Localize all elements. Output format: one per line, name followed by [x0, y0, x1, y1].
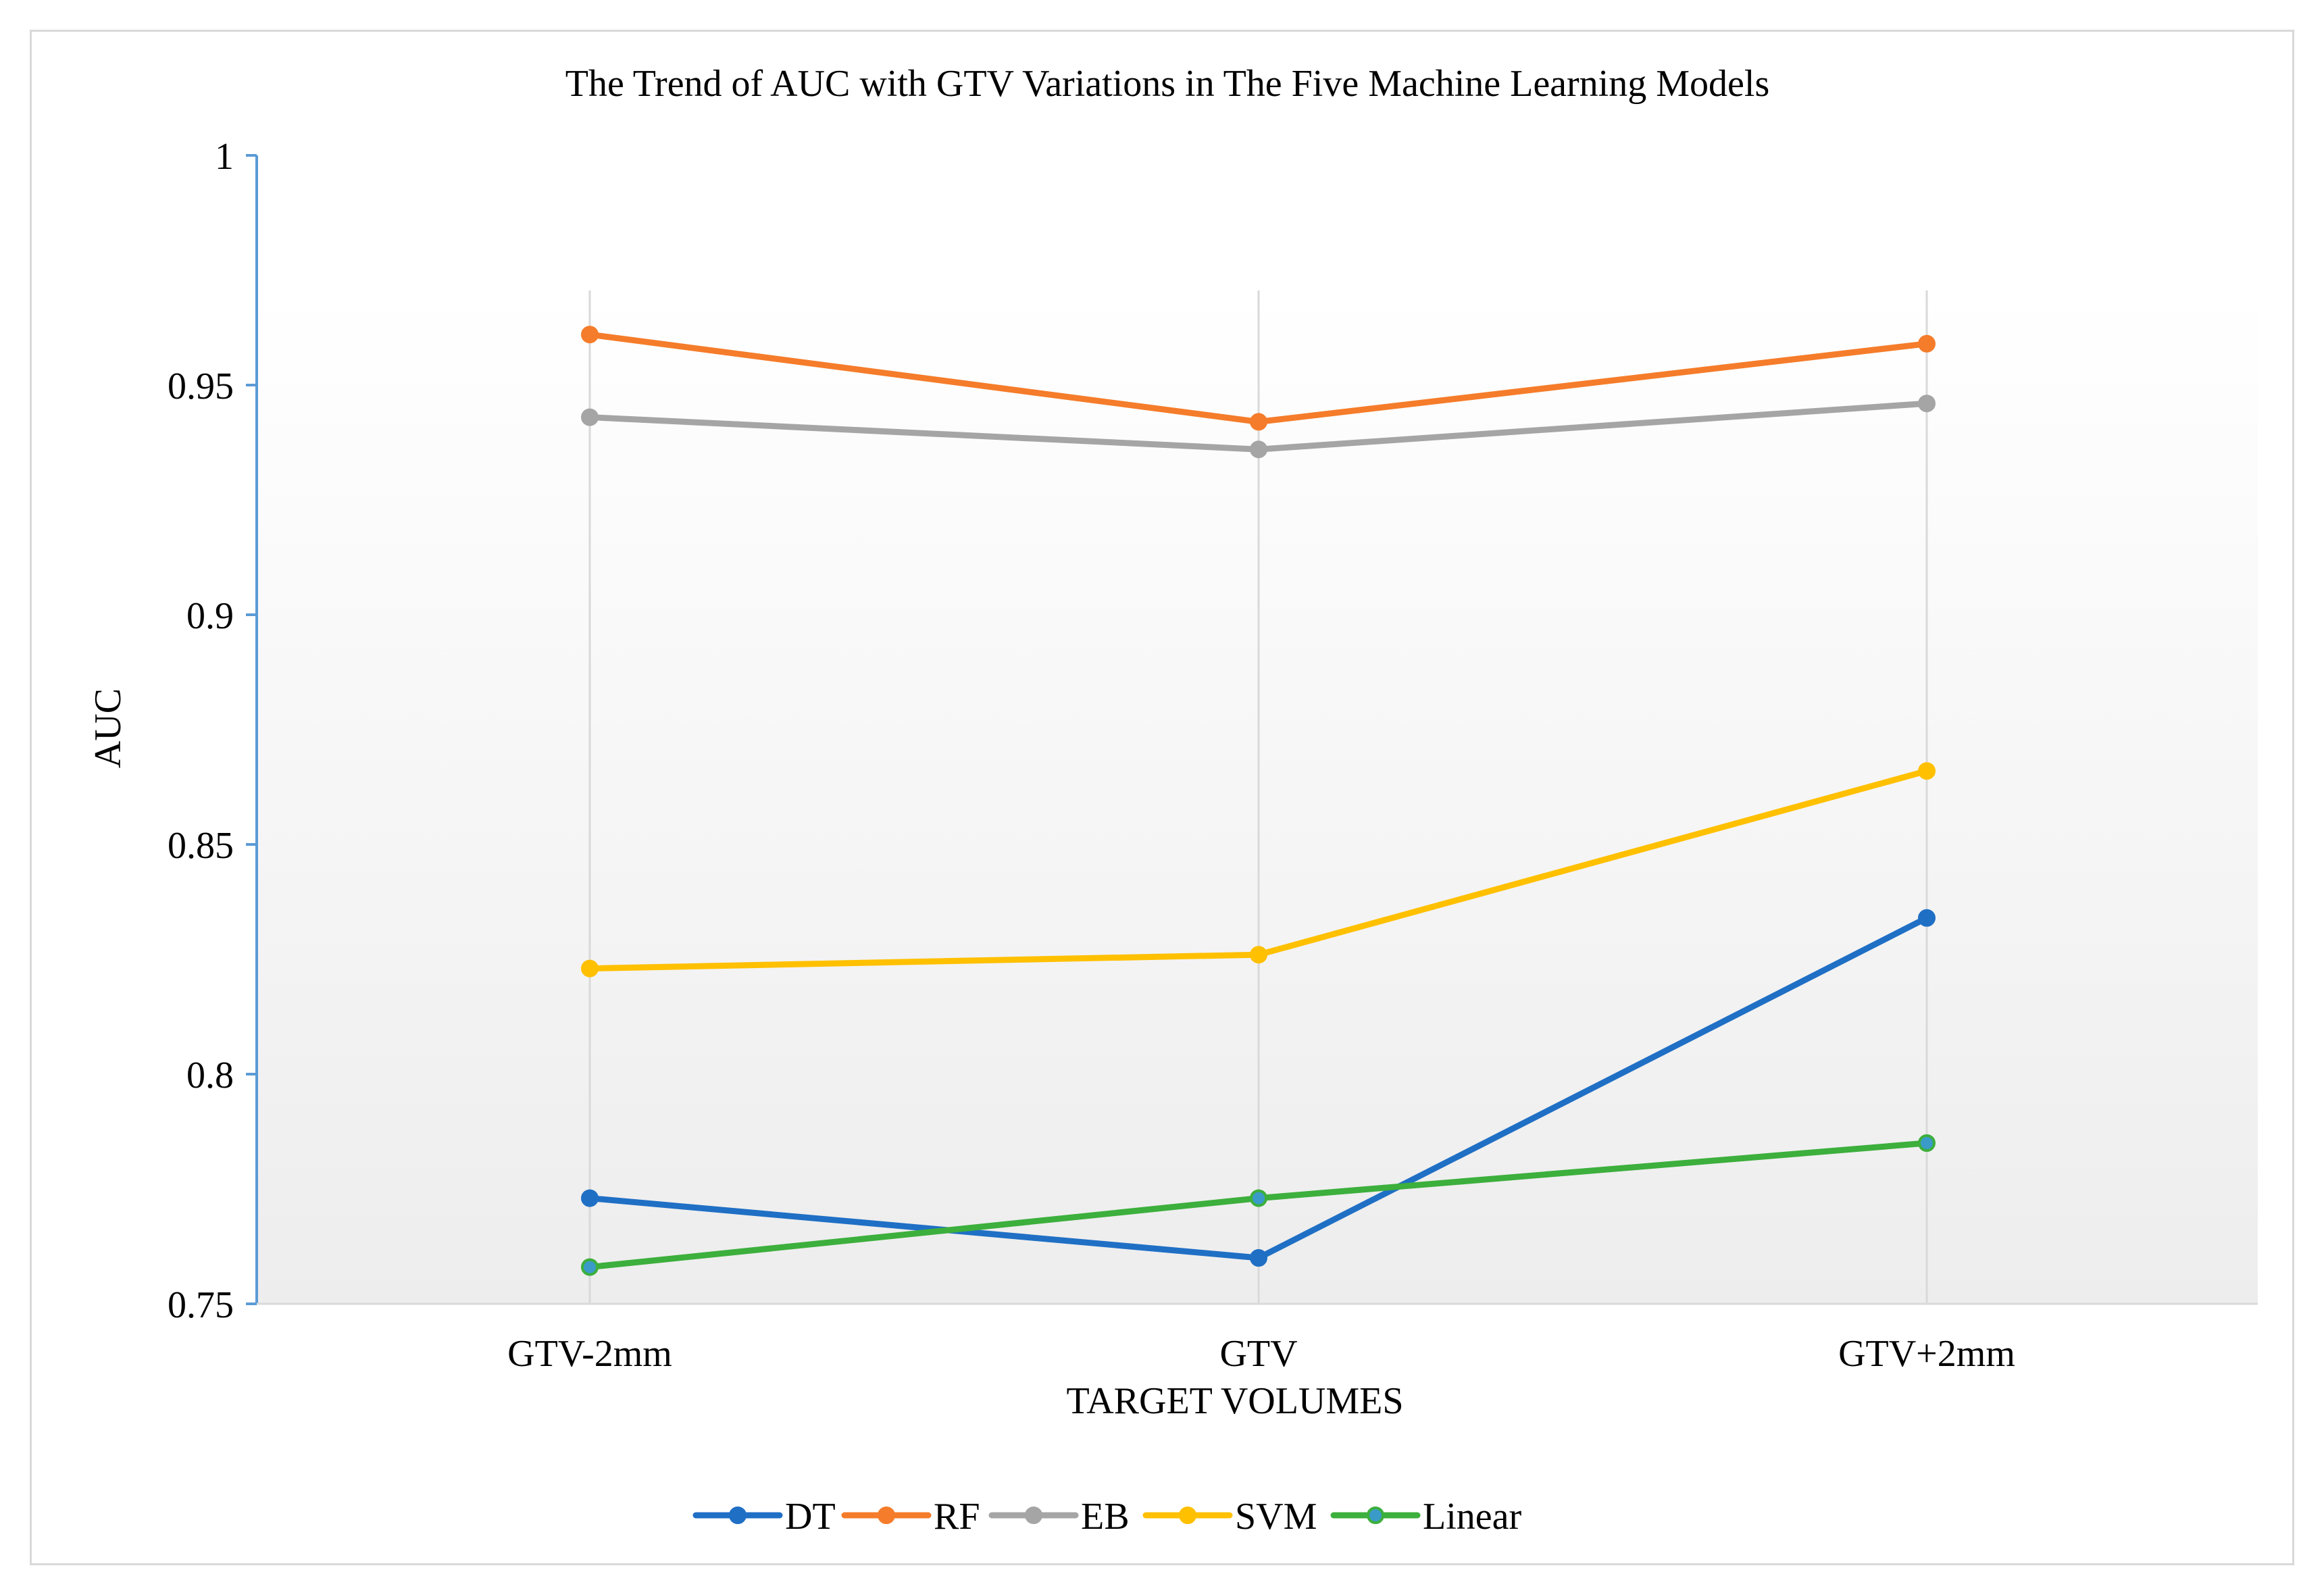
- point-dt-0: [581, 1189, 599, 1207]
- point-eb-0: [581, 408, 599, 426]
- legend-label-svm: SVM: [1235, 1496, 1317, 1538]
- axes: 0.75 0.8 0.85 0.9 0.95 1 GTV-2mm GTV GTV+2mm: [168, 136, 2258, 1375]
- y-tick-label-0: 0.75: [168, 1284, 234, 1326]
- y-tick-label-1: 0.8: [186, 1055, 234, 1096]
- point-dt-1: [1250, 1249, 1267, 1267]
- point-linear-1: [1250, 1189, 1267, 1207]
- y-tick-label-5: 1: [215, 136, 234, 178]
- x-tick-label-1: GTV: [1219, 1333, 1297, 1375]
- legend-label-dt: DT: [785, 1496, 836, 1538]
- legend-label-linear: Linear: [1423, 1496, 1521, 1538]
- point-linear-0: [581, 1258, 599, 1276]
- legend-marker-eb: [1025, 1507, 1042, 1524]
- point-svm-2: [1918, 762, 1936, 780]
- point-dt-2: [1918, 909, 1936, 927]
- legend-marker-svm: [1179, 1507, 1196, 1524]
- y-tick-label-3: 0.9: [186, 595, 234, 637]
- point-eb-2: [1918, 395, 1936, 413]
- legend-label-eb: EB: [1081, 1496, 1130, 1538]
- x-tick-label-2: GTV+2mm: [1838, 1333, 2015, 1375]
- y-axis-label: AUC: [87, 688, 129, 768]
- legend-marker-dt: [729, 1507, 747, 1524]
- legend: DT RF EB SVM Linear: [692, 1496, 1521, 1538]
- chart-title: The Trend of AUC with GTV Variations in …: [565, 63, 1769, 105]
- point-rf-2: [1918, 334, 1936, 353]
- point-rf-0: [581, 326, 599, 344]
- x-tick-label-0: GTV-2mm: [507, 1333, 672, 1375]
- y-tick-label-2: 0.85: [168, 825, 234, 867]
- legend-marker-linear: [1367, 1507, 1384, 1524]
- x-axis-label: TARGET VOLUMES: [1066, 1380, 1403, 1422]
- point-svm-0: [581, 959, 599, 978]
- legend-marker-rf: [878, 1507, 895, 1524]
- y-tick-label-4: 0.95: [168, 365, 234, 407]
- point-rf-1: [1250, 413, 1267, 431]
- point-svm-1: [1250, 946, 1267, 964]
- point-linear-2: [1918, 1134, 1936, 1152]
- point-eb-1: [1250, 440, 1267, 459]
- series-group: [581, 326, 1936, 1276]
- legend-label-rf: RF: [934, 1496, 980, 1538]
